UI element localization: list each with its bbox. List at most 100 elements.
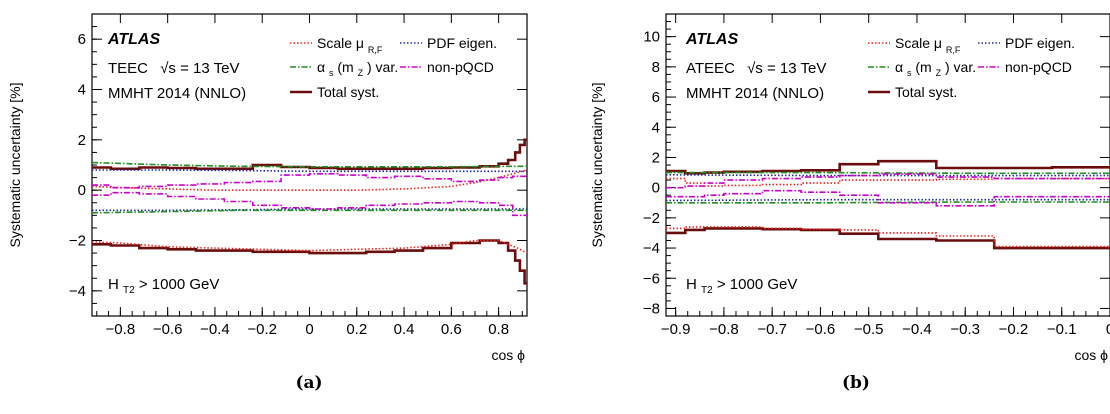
panel-a-series-0-down bbox=[92, 239, 527, 285]
panel-a-cut-rest: > 1000 GeV bbox=[139, 276, 219, 293]
legend-a-scale: Scale μ R,F bbox=[317, 35, 383, 55]
panel-b-xtick-label: −0.7 bbox=[757, 321, 787, 338]
panel-b-cut-rest: > 1000 GeV bbox=[717, 276, 797, 293]
panel-b-cut-main: H bbox=[686, 276, 697, 293]
panel-b: −0.9 −0.8 −0.7 −0.6 −0.5 −0.4 −0.3 −0.2 −0.1 0 −8 −… bbox=[589, 13, 1110, 393]
legend-a-alphas-main: α bbox=[317, 59, 325, 75]
panel-a-ytick-label: −2 bbox=[69, 233, 86, 250]
panel-b-cut-label: H T2 > 1000 GeV bbox=[686, 276, 797, 297]
panel-b-ytick-label: 10 bbox=[643, 29, 660, 46]
legend-a-pdf: PDF eigen. bbox=[427, 35, 497, 51]
panel-a-observable-name: TEEC bbox=[108, 60, 148, 77]
panel-b-sqrt-symbol: √s = bbox=[747, 60, 780, 77]
panel-a-xlabel: cos ϕ bbox=[491, 347, 525, 363]
legend-a-scale-main: Scale μ bbox=[317, 35, 364, 51]
panel-a-xtick-label: −0.2 bbox=[247, 321, 277, 338]
panel-a-atlas-label: ATLAS bbox=[107, 31, 160, 48]
panel-b-series-0-down bbox=[666, 227, 1110, 250]
panel-a-series-3-up bbox=[91, 161, 527, 168]
panel-b-xtick-label: −0.3 bbox=[950, 321, 980, 338]
legend-a-alphas-sub1: s bbox=[329, 68, 334, 78]
panel-a-cut-main: H bbox=[108, 276, 119, 293]
legend-a-alphas-end: ) var. bbox=[367, 59, 398, 75]
panel-b-ytick-label: −8 bbox=[643, 300, 660, 317]
panel-b-ytick-label: −4 bbox=[643, 240, 660, 257]
panel-b-ytick-label: 6 bbox=[652, 89, 660, 106]
panel-b-series-1-down bbox=[666, 226, 1110, 248]
legend-b-scale-main: Scale μ bbox=[895, 35, 942, 51]
legend-a-alphas-sub2: Z bbox=[358, 68, 364, 78]
legend-b-scale: Scale μ R,F bbox=[895, 35, 961, 55]
panel-b-observable-name: ATEEC bbox=[686, 60, 735, 77]
panel-b-series-2-down bbox=[665, 198, 1110, 202]
panel-b-xtick-label: −0.5 bbox=[854, 321, 884, 338]
panel-a-ylabel: Systematic uncertainty [%] bbox=[7, 83, 23, 248]
panel-a-series-2-up bbox=[92, 169, 527, 173]
panel-a-series-0-up bbox=[92, 138, 527, 171]
panel-a-observable: TEEC √s = 13 TeV bbox=[108, 60, 239, 77]
legend-b-alphas: α s (m Z ) var. bbox=[895, 59, 976, 79]
panel-a-series bbox=[91, 138, 528, 285]
panel-b-xtick-label: −0.2 bbox=[999, 321, 1029, 338]
panel-b-ticks: −0.9 −0.8 −0.7 −0.6 −0.5 −0.4 −0.3 −0.2 −0.1 0 −8 −… bbox=[643, 13, 1110, 338]
panel-a-ytick-label: 4 bbox=[78, 82, 86, 99]
panel-b-xtick-label: 0 bbox=[1106, 321, 1110, 338]
panel-a-sqrt-value: 13 TeV bbox=[193, 60, 239, 77]
panel-b-series-2-up bbox=[665, 174, 1110, 177]
panel-b-xlabel: cos ϕ bbox=[1074, 347, 1108, 363]
panel-b-series-0-up bbox=[666, 159, 1110, 175]
panel-a-pdf-label: MMHT 2014 (NNLO) bbox=[108, 85, 246, 102]
panel-b-series-3-up bbox=[666, 171, 1110, 175]
panel-b-xtick-label: −0.4 bbox=[902, 321, 932, 338]
panel-a: −0.8 −0.6 −0.4 −0.2 0 0.2 0.4 0.6 0.8 −4 −2 0 2 4 6 Sy… bbox=[7, 13, 528, 393]
panel-b-xtick-label: −0.1 bbox=[1047, 321, 1077, 338]
panel-a-xtick-label: −0.6 bbox=[153, 321, 183, 338]
legend-a-total: Total syst. bbox=[317, 84, 379, 100]
legend-b-nonpqcd: non-pQCD bbox=[1005, 59, 1072, 75]
legend-b-alphas-mid: (m bbox=[915, 59, 931, 75]
legend-a-scale-sub: R,F bbox=[368, 45, 383, 55]
panel-a-sqrt-symbol: √s = bbox=[160, 60, 193, 77]
panel-a-ytick-label: 2 bbox=[78, 132, 86, 149]
panel-a-series-1-down bbox=[91, 239, 528, 254]
legend-b-alphas-sub1: s bbox=[907, 68, 912, 78]
legend-b-scale-sub: R,F bbox=[946, 45, 961, 55]
panel-a-series-4-up bbox=[92, 173, 527, 189]
panel-a-cut-label: H T2 > 1000 GeV bbox=[108, 276, 219, 297]
panel-b-xtick-label: −0.8 bbox=[709, 321, 739, 338]
legend-b-total: Total syst. bbox=[895, 84, 957, 100]
panel-b-pdf-label: MMHT 2014 (NNLO) bbox=[686, 85, 824, 102]
panel-b-ytick-label: −2 bbox=[643, 210, 660, 227]
panel-b-sqrt-value: 13 TeV bbox=[780, 60, 826, 77]
panel-b-xtick-label: −0.6 bbox=[806, 321, 836, 338]
panel-b-ytick-label: 4 bbox=[652, 119, 660, 136]
panel-b-series bbox=[665, 159, 1110, 250]
panel-a-ytick-label: 0 bbox=[78, 182, 86, 199]
panel-b-ytick-label: −6 bbox=[643, 270, 660, 287]
panel-a-xtick-label: 0 bbox=[305, 321, 313, 338]
panel-a-xtick-label: −0.4 bbox=[200, 321, 230, 338]
panel-a-ticks: −0.8 −0.6 −0.4 −0.2 0 0.2 0.4 0.6 0.8 −4 −2 0 2 4 6 bbox=[69, 13, 527, 338]
panel-a-xtick-label: −0.8 bbox=[106, 321, 136, 338]
panel-b-cut-sub: T2 bbox=[701, 285, 713, 296]
panel-b-atlas-label: ATLAS bbox=[685, 31, 738, 48]
panel-b-ytick-label: 2 bbox=[652, 149, 660, 166]
legend-b-alphas-end: ) var. bbox=[945, 59, 976, 75]
panel-a-series-3-down bbox=[91, 209, 527, 214]
legend-b-alphas-sub2: Z bbox=[936, 68, 942, 78]
panel-b-series-4-down bbox=[666, 189, 1110, 207]
panel-b-caption: (b) bbox=[842, 373, 870, 393]
panel-a-series-2-down bbox=[92, 208, 527, 212]
panel-b-ytick-label: 8 bbox=[652, 59, 660, 76]
panel-b-legend: Scale μ R,F PDF eigen. α s (m Z ) var. n… bbox=[868, 35, 1075, 100]
panel-b-ylabel: Systematic uncertainty [%] bbox=[589, 83, 605, 248]
panel-b-observable: ATEEC √s = 13 TeV bbox=[686, 60, 826, 77]
panel-a-xtick-label: 0.8 bbox=[488, 321, 509, 338]
panel-a-caption: (a) bbox=[295, 373, 322, 393]
panel-a-legend: Scale μ R,F PDF eigen. α s (m Z ) var. n… bbox=[290, 35, 497, 100]
panel-b-ytick-label: 0 bbox=[652, 180, 660, 197]
panel-a-xtick-label: 0.2 bbox=[346, 321, 367, 338]
panel-b-series-3-down bbox=[666, 201, 1110, 204]
panel-a-series-4-down bbox=[92, 191, 527, 217]
